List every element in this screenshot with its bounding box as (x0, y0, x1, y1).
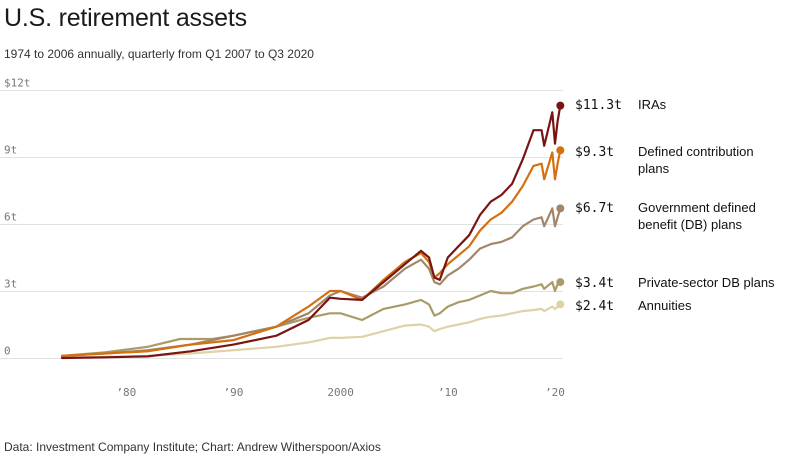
series-name-line: Government defined (638, 200, 756, 215)
series-name-label: Defined contribution plans (638, 144, 754, 176)
x-tick-label: ’10 (438, 386, 458, 399)
series-name-line: benefit (DB) plans (638, 217, 743, 232)
series-end-dot-4 (556, 300, 565, 309)
series-value-label: $2.4t (575, 299, 614, 314)
chart-subtitle: 1974 to 2006 annually, quarterly from Q1… (4, 47, 314, 61)
x-tick-label: ’80 (116, 386, 136, 399)
series-lines (60, 104, 562, 360)
series-line-1 (60, 149, 562, 357)
chart-source: Data: Investment Company Institute; Char… (4, 440, 381, 454)
x-tick-label: 2000 (327, 386, 354, 399)
x-tick-label: ’90 (224, 386, 244, 399)
series-value-label: $9.3t (575, 145, 614, 160)
series-name-label: Government defined benefit (DB) plans (638, 200, 756, 232)
series-labels: $11.3t IRAs $9.3t Defined contribution plans… (556, 97, 775, 314)
x-axis-ticks: ’80 ’90 2000 ’10 ’20 (116, 386, 565, 399)
series-line-2 (60, 207, 562, 357)
series-line-4 (60, 303, 562, 359)
series-end-dot-3 (556, 278, 565, 287)
series-name-label: Annuities (638, 298, 692, 313)
series-name-line: plans (638, 161, 670, 176)
series-value-label: $6.7t (575, 201, 614, 216)
y-axis-ticks: 0 3t 6t 9t $12t (4, 77, 31, 358)
series-line-3 (60, 281, 562, 357)
series-name-label: Private-sector DB plans (638, 275, 775, 290)
series-value-label: $3.4t (575, 276, 614, 291)
series-name-line: Defined contribution (638, 144, 754, 159)
series-name-label: IRAs (638, 97, 667, 112)
series-value-label: $11.3t (575, 98, 622, 113)
series-end-dot-0 (556, 101, 565, 110)
y-tick-label: 6t (4, 211, 17, 224)
series-line-0 (60, 104, 562, 360)
y-tick-label: 0 (4, 345, 11, 358)
chart-title: U.S. retirement assets (4, 4, 247, 32)
y-tick-label: $12t (4, 77, 31, 90)
y-tick-label: 9t (4, 144, 17, 157)
grid-lines (0, 90, 563, 359)
series-end-dot-2 (556, 204, 565, 213)
series-end-dot-1 (556, 146, 565, 155)
y-tick-label: 3t (4, 278, 17, 291)
x-tick-label: ’20 (545, 386, 565, 399)
